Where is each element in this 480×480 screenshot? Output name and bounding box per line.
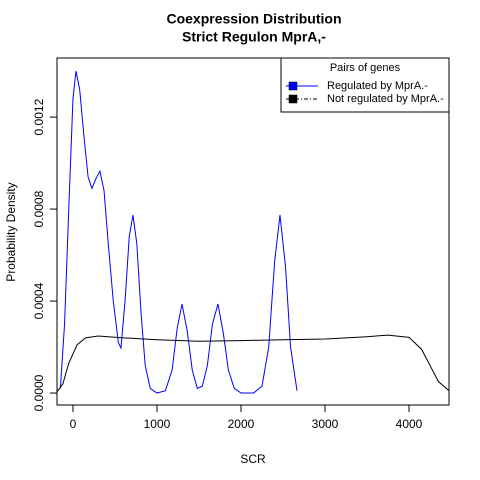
chart-subtitle: Strict Regulon MprA,- — [182, 29, 326, 45]
legend-title: Pairs of genes — [330, 62, 401, 74]
x-axis-label: SCR — [240, 452, 266, 466]
legend-swatch — [288, 81, 298, 91]
x-tick-label: 2000 — [228, 417, 255, 431]
y-tick-label: 0.0012 — [32, 98, 46, 135]
y-tick-label: 0.0000 — [32, 374, 46, 411]
chart-title: Coexpression Distribution — [166, 11, 341, 27]
legend: Pairs of genes Regulated by MprA.-Not re… — [280, 57, 450, 113]
x-tick-label: 4000 — [396, 417, 423, 431]
legend-swatch — [288, 94, 298, 104]
legend-box — [280, 57, 450, 113]
legend-label: Not regulated by MprA.- — [327, 93, 444, 105]
y-axis-label: Probability Density — [4, 182, 18, 281]
x-tick-label: 3000 — [312, 417, 339, 431]
y-tick-label: 0.0008 — [32, 190, 46, 227]
x-tick-label: 1000 — [144, 417, 171, 431]
density-line — [56, 334, 450, 393]
y-tick-label: 0.0004 — [32, 282, 46, 319]
legend-label: Regulated by MprA.- — [327, 80, 428, 92]
density-line — [59, 71, 298, 394]
plot-frame — [56, 57, 450, 406]
x-tick-label: 0 — [70, 417, 77, 431]
